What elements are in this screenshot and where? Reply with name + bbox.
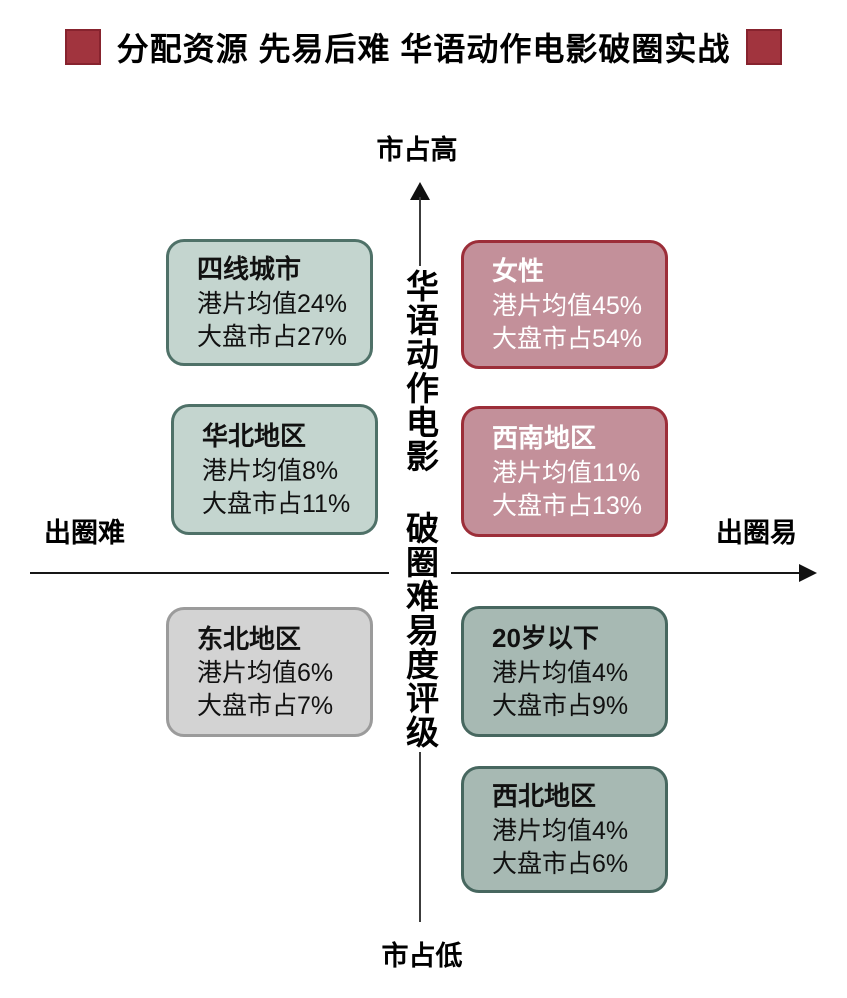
center-axis-caption-text: 华语动作电影 破圈难易度评级 [401, 269, 439, 749]
box-title: 华北地区 [202, 421, 307, 452]
box-market-share: 大盘市占11% [202, 489, 351, 518]
box-hk-avg: 港片均值45% [492, 291, 643, 320]
x-axis-right-label: 出圈易 [716, 518, 797, 548]
quadrant-box-under-20: 20岁以下 港片均值4% 大盘市占9% [461, 606, 668, 737]
box-title: 西南地区 [492, 423, 597, 454]
box-title: 西北地区 [492, 781, 597, 812]
box-title: 女性 [492, 256, 545, 287]
quadrant-box-fourth-tier-cities: 四线城市 港片均值24% 大盘市占27% [166, 239, 373, 366]
x-axis-left-label: 出圈难 [44, 518, 125, 548]
quadrant-box-northwest: 西北地区 港片均值4% 大盘市占6% [461, 766, 668, 893]
title-left-square-icon [64, 29, 101, 65]
center-axis-caption: 华语动作电影 破圈难易度评级 [389, 266, 451, 752]
title-right-square-icon [746, 29, 783, 65]
box-market-share: 大盘市占54% [492, 324, 643, 353]
y-axis-top-label: 市占高 [376, 135, 458, 165]
box-market-share: 大盘市占7% [197, 692, 334, 721]
x-axis-arrow-right-icon [799, 564, 817, 582]
quadrant-box-southwest: 西南地区 港片均值11% 大盘市占13% [461, 406, 668, 537]
box-hk-avg: 港片均值11% [492, 458, 641, 487]
box-hk-avg: 港片均值24% [197, 289, 348, 318]
y-axis-bottom-label: 市占低 [381, 941, 463, 971]
box-title: 四线城市 [197, 254, 302, 285]
box-market-share: 大盘市占27% [197, 322, 348, 351]
y-axis-arrow-up-icon [410, 182, 430, 200]
box-hk-avg: 港片均值6% [197, 659, 334, 688]
page-title-row: 分配资源 先易后难 华语动作电影破圈实战 [0, 24, 847, 70]
page-title: 分配资源 先易后难 华语动作电影破圈实战 [116, 31, 731, 67]
box-market-share: 大盘市占6% [492, 849, 629, 878]
box-market-share: 大盘市占9% [492, 691, 629, 720]
box-market-share: 大盘市占13% [492, 491, 643, 520]
box-hk-avg: 港片均值4% [492, 816, 629, 845]
box-hk-avg: 港片均值4% [492, 658, 629, 687]
box-title: 东北地区 [197, 623, 302, 654]
box-title: 20岁以下 [492, 623, 599, 654]
quadrant-box-female: 女性 港片均值45% 大盘市占54% [461, 240, 668, 369]
quadrant-box-north-china: 华北地区 港片均值8% 大盘市占11% [171, 404, 378, 535]
quadrant-box-northeast: 东北地区 港片均值6% 大盘市占7% [166, 607, 373, 737]
box-hk-avg: 港片均值8% [202, 456, 339, 485]
